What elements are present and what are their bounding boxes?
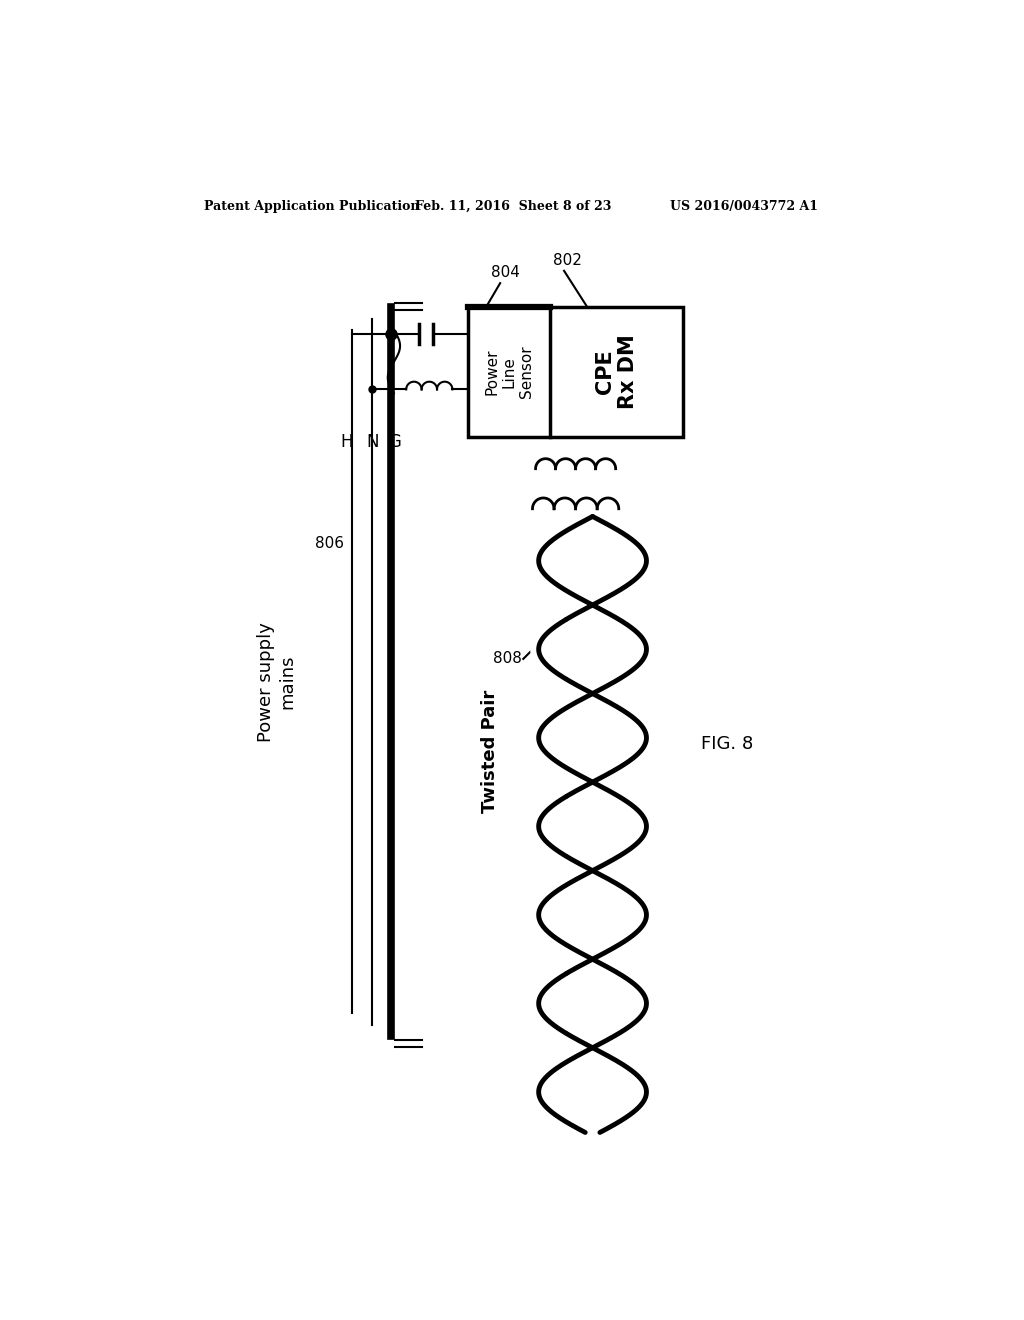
Bar (468, 308, 683, 437)
Text: N: N (367, 433, 379, 450)
Text: US 2016/0043772 A1: US 2016/0043772 A1 (670, 199, 817, 213)
Text: FIG. 8: FIG. 8 (701, 735, 754, 752)
Text: 808: 808 (494, 651, 522, 667)
Text: Power
Line
Sensor: Power Line Sensor (484, 346, 534, 399)
Text: CPE
Rx DM: CPE Rx DM (595, 335, 638, 409)
Text: Patent Application Publication: Patent Application Publication (204, 199, 419, 213)
Text: 804: 804 (492, 265, 520, 280)
Text: Power supply
mains: Power supply mains (257, 622, 296, 742)
Text: 806: 806 (315, 536, 344, 550)
Text: 802: 802 (553, 252, 582, 268)
Text: Twisted Pair: Twisted Pair (481, 689, 499, 813)
Text: Feb. 11, 2016  Sheet 8 of 23: Feb. 11, 2016 Sheet 8 of 23 (416, 199, 611, 213)
Text: H: H (340, 433, 352, 450)
Text: G: G (388, 433, 401, 450)
